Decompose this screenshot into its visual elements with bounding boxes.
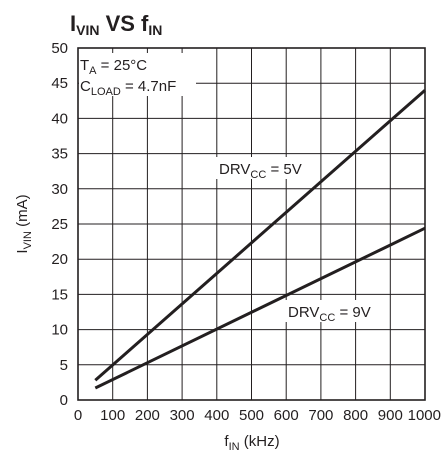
grid [78,48,425,400]
y-tick-label: 30 [51,181,68,198]
x-tick-label: 0 [74,407,82,424]
condition-temperature: TA = 25°C [80,57,147,77]
y-tick-label: 10 [51,322,68,339]
x-tick-label: 200 [135,407,160,424]
x-tick-label: 700 [308,407,333,424]
series-line-9v [94,226,426,390]
y-tick-label: 45 [51,75,68,92]
y-tick-label: 40 [51,110,68,127]
y-tick-label: 0 [60,392,68,409]
chart-title: IVIN VS fIN [70,11,162,38]
conditions-box: TA = 25°C CLOAD = 4.7nF [79,53,196,98]
x-tick-labels: 0 100 200 300 400 500 600 700 800 900 1000 [74,407,441,424]
y-tick-label: 20 [51,251,68,268]
y-tick-label: 50 [51,40,68,57]
series-label-5v: DRVCC = 5V [216,157,316,181]
x-tick-label: 300 [170,407,195,424]
svg-text:DRVCC = 5V: DRVCC = 5V [219,161,302,181]
svg-text:DRVCC = 9V: DRVCC = 9V [288,304,371,324]
condition-load: CLOAD = 4.7nF [80,78,176,98]
plot-frame [77,47,426,401]
y-tick-labels: 0 5 10 15 20 25 30 35 40 45 50 [51,40,68,409]
x-tick-label: 800 [343,407,368,424]
y-axis-label: IVIN (mA) [14,194,34,253]
y-tick-label: 25 [51,216,68,233]
series-label-9v: DRVCC = 9V [285,300,385,324]
x-tick-label: 100 [100,407,125,424]
y-tick-label: 5 [60,357,68,374]
x-tick-label: 500 [239,407,264,424]
x-axis-label: fIN (kHz) [224,433,279,453]
x-tick-label: 600 [274,407,299,424]
series-lines [94,89,426,390]
x-tick-label: 400 [204,407,229,424]
x-tick-label: 900 [378,407,403,424]
series-line-5v [94,89,426,382]
y-tick-label: 15 [51,286,68,303]
y-tick-label: 35 [51,146,68,163]
x-tick-label: 1000 [408,407,441,424]
